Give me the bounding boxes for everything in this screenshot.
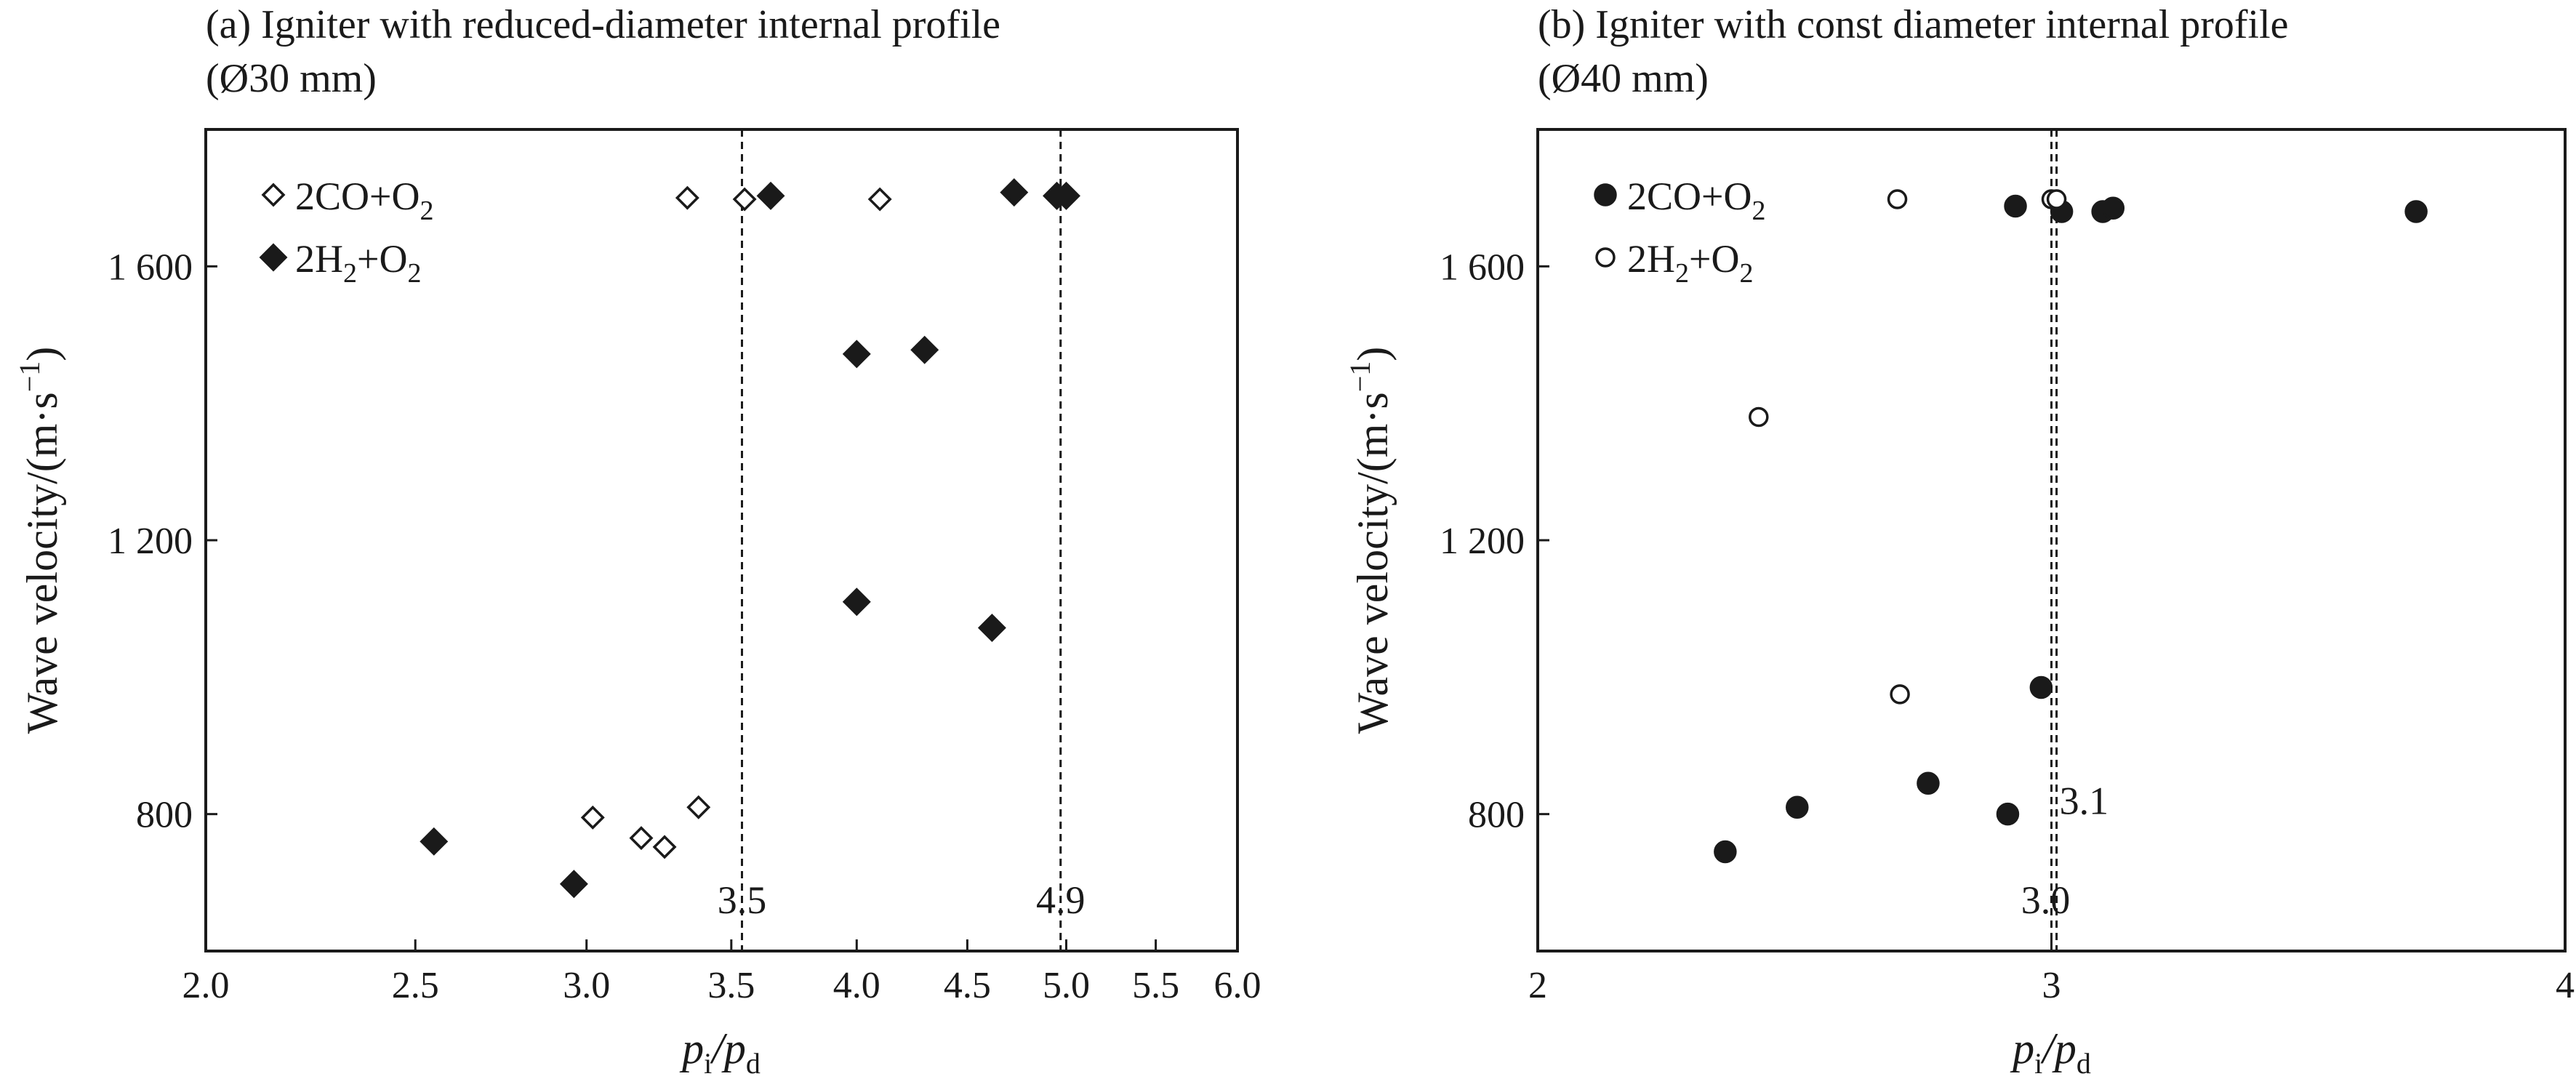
panel-b-y-tick-label: 1 600: [1440, 246, 1525, 288]
panel-a-point-series-1: [867, 187, 892, 212]
panel-a-point-series-2: [1000, 178, 1029, 207]
panel-a-point-series-1: [732, 187, 757, 212]
panel-a-point-series-2: [842, 340, 871, 369]
panel-b-point-series-2: [1890, 684, 1910, 705]
panel-a-chart: (a) Igniter with reduced-diameter intern…: [13, 2, 1261, 1079]
panel-a-point-series-2: [559, 870, 588, 899]
panel-b-chart: (b) Igniter with const diameter internal…: [1344, 2, 2575, 1079]
panel-a-y-tick-label: 1 200: [108, 521, 193, 562]
panel-a-legend-marker-1: [261, 182, 286, 207]
panel-b-vlines: 3.0 3.1: [2021, 129, 2108, 951]
panel-a-legend-label-1: 2CO+O2: [295, 175, 433, 226]
panel-a-point-series-1: [652, 835, 677, 859]
panel-b-legend-label-2: 2H2+O2: [1627, 237, 1753, 289]
panel-a-point-series-2: [842, 587, 871, 617]
panel-b-legend-marker-1: [1594, 183, 1617, 206]
panel-a-x-tick-label: 5.0: [1043, 965, 1090, 1006]
panel-b-point-series-2: [2046, 189, 2067, 209]
panel-a-x-tick-label: 2.5: [392, 965, 439, 1006]
panel-b-legend: 2CO+O2 2H2+O2: [1594, 175, 1765, 289]
panel-b-point-series-1: [1917, 771, 1940, 795]
panel-b-point-series-1: [2404, 200, 2428, 223]
panel-b-x-tick-label: 2: [1528, 965, 1547, 1006]
panel-a-point-series-1: [675, 185, 699, 210]
panel-a-y-axis-label: Wave velocity/(m·s−1): [13, 347, 66, 734]
panel-a-x-tick-label: 2.0: [182, 965, 230, 1006]
panel-b-point-series-2: [1887, 189, 1908, 209]
panel-a-x-tick-label: 3.5: [707, 965, 755, 1006]
panel-a-point-series-2: [756, 181, 785, 210]
panel-b-y-axis-label: Wave velocity/(m·s−1): [1344, 347, 1397, 734]
panel-a-vlines: 3.5 4.9: [718, 129, 1086, 951]
panel-a-subtitle: (Ø30 mm): [206, 56, 377, 101]
panel-b-point-series-2: [1749, 406, 1769, 428]
panel-b-point-series-1: [1714, 840, 1737, 864]
panel-a-point-series-1: [686, 795, 711, 819]
panel-a-x-tick-label: 4.0: [833, 965, 880, 1006]
panel-b-x-tick-label: 4: [2556, 965, 2575, 1006]
panel-a-threshold-label: 4.9: [1036, 878, 1086, 922]
panel-a-point-series-2: [910, 335, 939, 364]
panel-b-threshold-label: 3.0: [2021, 878, 2071, 922]
panel-b-point-series-1: [2101, 196, 2125, 220]
panel-a-y-tick-label: 800: [136, 795, 193, 836]
panel-a-title: (a) Igniter with reduced-diameter intern…: [206, 2, 1000, 47]
panel-b-legend-marker-2: [1595, 247, 1616, 268]
panel-b-x-axis-label: pi/pd: [2010, 1024, 2091, 1079]
panel-b-point-series-1: [2029, 675, 2053, 699]
panel-b-threshold-label: 3.1: [2060, 779, 2109, 823]
panel-a-point-series-2: [977, 614, 1006, 643]
panel-a-point-series-2: [420, 827, 449, 856]
panel-b-marks: [1714, 189, 2428, 864]
panel-b-point-series-1: [1786, 795, 1809, 819]
panel-b-x-tick-label: 3: [2042, 965, 2061, 1006]
panel-a-threshold-label: 3.5: [718, 878, 767, 922]
panel-a-x-tick-label: 3.0: [563, 965, 610, 1006]
panel-a-legend-label-2: 2H2+O2: [295, 237, 421, 289]
panel-a-point-series-1: [580, 805, 605, 830]
panel-a-x-axis-label: pi/pd: [679, 1024, 761, 1079]
panel-b-point-series-1: [2004, 194, 2027, 218]
panel-a-legend: 2CO+O2 2H2+O2: [259, 175, 433, 289]
panel-b-subtitle: (Ø40 mm): [1538, 56, 1709, 101]
panel-b-point-series-1: [1996, 802, 2020, 826]
panel-b-title: (b) Igniter with const diameter internal…: [1538, 2, 2289, 47]
panel-a-y-tick-label: 1 600: [108, 246, 193, 288]
panel-b-ticks: 2 3 4 800 1 200 1 600: [1440, 246, 2575, 1006]
panel-b-legend-label-1: 2CO+O2: [1627, 175, 1765, 226]
panel-a-ticks: 2.0 2.5 3.0 3.5 4.0 4.5 5.0 5.5 6.0 800 1 200 1 600: [108, 246, 1261, 1006]
panel-a-point-series-2: [1052, 181, 1080, 210]
panel-a-marks: [420, 178, 1080, 899]
panel-a-x-tick-label: 6.0: [1214, 965, 1261, 1006]
panel-a-legend-marker-2: [259, 243, 288, 272]
panel-a-point-series-1: [629, 826, 654, 851]
panel-b-y-tick-label: 800: [1468, 795, 1525, 836]
panel-a-x-tick-label: 4.5: [944, 965, 991, 1006]
panel-a-x-tick-label: 5.5: [1132, 965, 1179, 1006]
panel-b-y-tick-label: 1 200: [1440, 521, 1525, 562]
